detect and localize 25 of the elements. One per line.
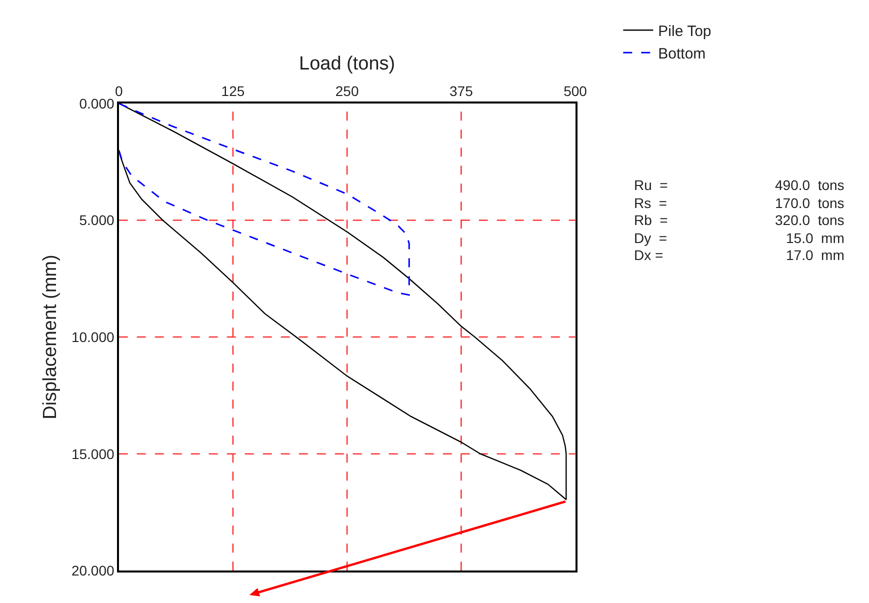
text: 490.0 tons (775, 177, 844, 193)
x-tick-label: 375 (449, 83, 474, 100)
y-axis-title: Displacement (mm) (40, 254, 61, 420)
y-tick-label: 20.000 (71, 562, 114, 579)
y-tick-label: 0.000 (79, 95, 114, 112)
line-series (118, 103, 410, 296)
x-axis-title: Load (tons) (299, 53, 396, 74)
text: 17.0 mm (786, 247, 844, 263)
x-tick-label: 125 (221, 83, 245, 100)
text: Dx = (634, 247, 664, 263)
x-tick-label: 0 (114, 83, 123, 100)
text: Rs = (634, 195, 668, 211)
text: Ru = (634, 177, 668, 193)
text: 320.0 tons (775, 212, 844, 228)
text: Rb = (634, 212, 668, 228)
y-tick-label: 15.000 (71, 446, 114, 462)
x-tick-label: 500 (564, 83, 588, 100)
legend-label: Bottom (658, 45, 706, 62)
text: 15.0 mm (786, 230, 844, 246)
y-tick-label: 5.000 (79, 212, 114, 228)
text: Dy = (634, 230, 668, 246)
y-tick-label: 10.000 (71, 328, 114, 345)
text: 170.0 tons (775, 195, 844, 211)
legend-label: Pile Top (658, 22, 712, 40)
x-tick-label: 250 (335, 83, 359, 100)
